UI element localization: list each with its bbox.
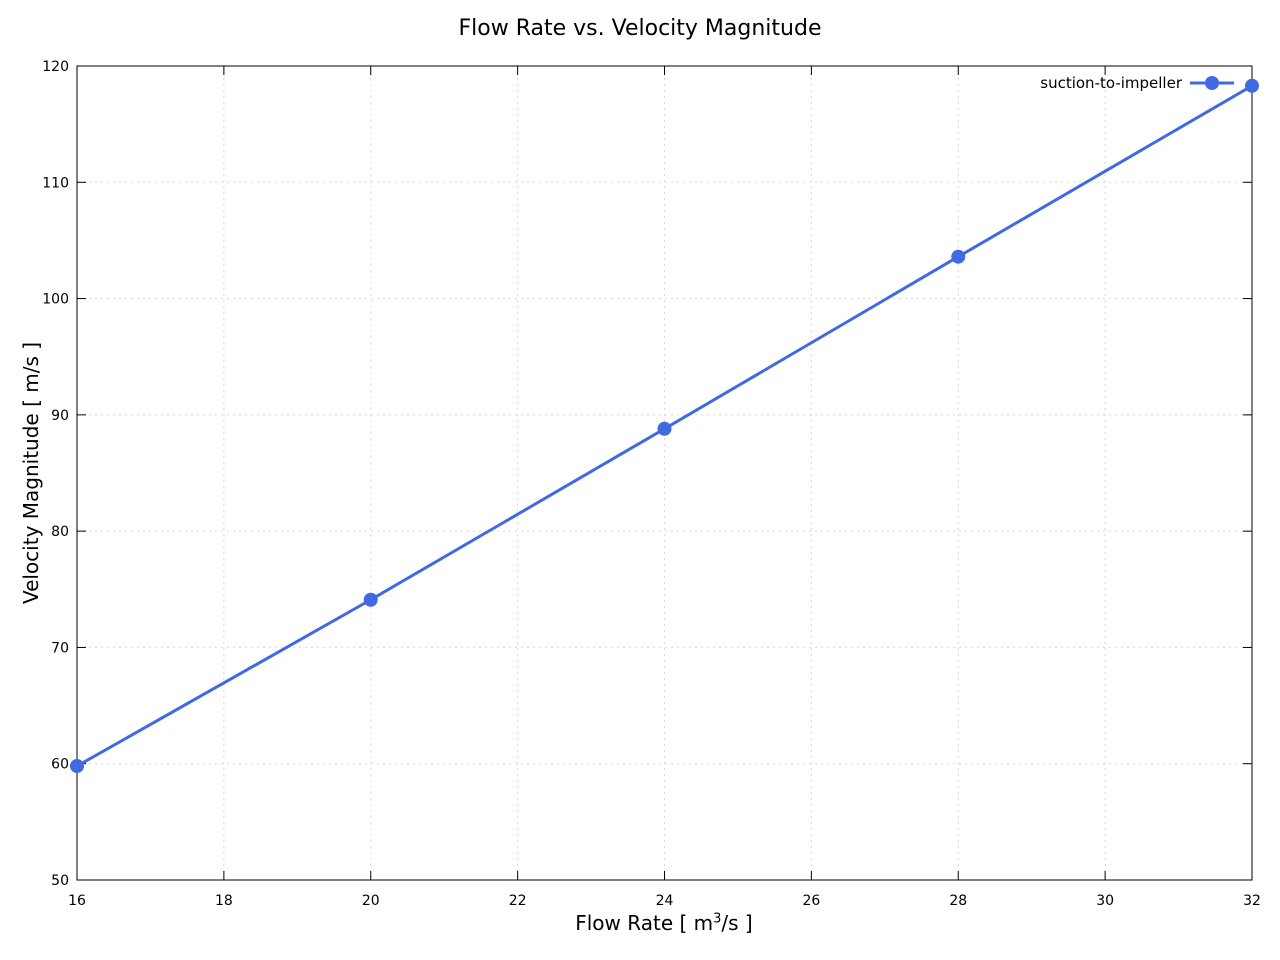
legend [1190, 76, 1234, 90]
x-tick-label: 24 [656, 893, 674, 909]
series-layer [70, 78, 1259, 774]
data-point [657, 421, 672, 436]
x-tick-label: 26 [802, 893, 820, 909]
tick-labels: 16 18 20 22 24 26 28 30 32 50 60 70 80 90 100 110 120 [42, 59, 1261, 909]
data-point [951, 249, 966, 264]
legend-marker-sample [1205, 76, 1219, 90]
y-tick-label: 80 [51, 524, 69, 540]
y-tick-label: 50 [51, 873, 69, 889]
x-tick-label: 32 [1243, 893, 1261, 909]
data-point [1245, 78, 1259, 93]
grid-lines [77, 66, 1252, 880]
y-tick-label: 70 [51, 640, 69, 656]
data-point [363, 592, 378, 607]
x-axis-label-prefix: Flow Rate [ m [575, 911, 714, 935]
y-tick-label: 90 [51, 408, 69, 424]
y-tick-label: 110 [42, 175, 69, 191]
x-axis-label-suffix: /s ] [721, 911, 753, 935]
x-tick-label: 20 [362, 893, 380, 909]
x-tick-label: 28 [949, 893, 967, 909]
plot-frame [76, 65, 1253, 881]
x-tick-label: 22 [509, 893, 527, 909]
y-axis-label: Velocity Magnitude [ m/s ] [19, 341, 43, 605]
x-axis-label: Flow Rate [ m3/s ] [0, 911, 1280, 935]
legend-label: suction-to-impeller [1040, 74, 1182, 92]
x-axis-label-sup: 3 [713, 911, 722, 927]
x-tick-label: 18 [215, 893, 233, 909]
y-tick-label: 100 [42, 292, 69, 308]
data-point [70, 759, 84, 774]
y-tick-label: 60 [51, 757, 69, 773]
chart-title: Flow Rate vs. Velocity Magnitude [458, 16, 822, 41]
x-tick-label: 16 [68, 893, 86, 909]
y-tick-label: 120 [42, 59, 69, 75]
x-tick-label: 30 [1096, 893, 1114, 909]
